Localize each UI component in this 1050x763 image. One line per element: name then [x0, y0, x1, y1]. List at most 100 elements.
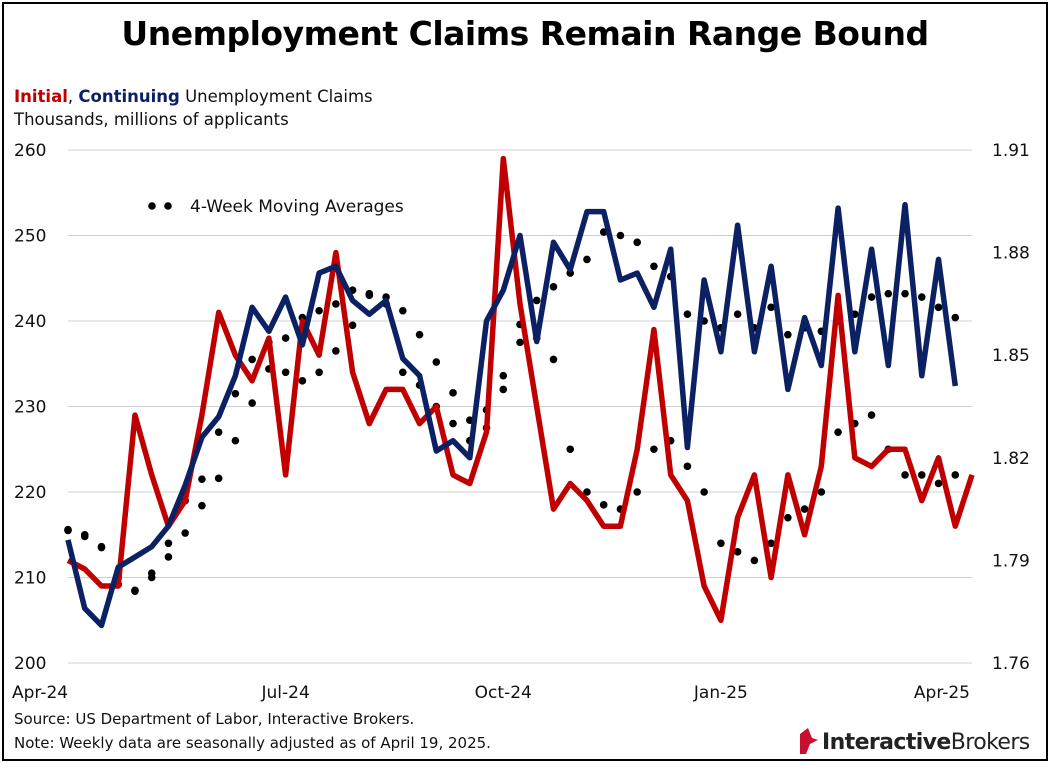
moving-average-point: [767, 303, 775, 312]
moving-average-point: [951, 313, 960, 322]
moving-average-point: [917, 471, 926, 479]
moving-average-point: [449, 419, 457, 428]
moving-average-point: [332, 347, 340, 355]
legend-label: 4-Week Moving Averages: [190, 197, 404, 217]
moving-average-point: [934, 479, 943, 488]
x-tick-label: Apr-24: [12, 683, 68, 703]
subtitle-initial: Initial: [14, 87, 68, 106]
moving-average-point: [901, 471, 909, 479]
moving-average-point: [298, 377, 307, 385]
moving-average-point: [281, 368, 290, 377]
y-right-tick-label: 1.79: [992, 551, 1030, 571]
moving-average-point: [566, 445, 575, 454]
moving-average-point: [733, 310, 742, 318]
moving-average-point: [633, 488, 641, 496]
moving-average-point: [633, 238, 641, 247]
moving-average-point: [867, 293, 876, 301]
series-group: [65, 201, 959, 629]
y-right-tick-label: 1.76: [992, 654, 1030, 674]
moving-average-point: [499, 371, 508, 380]
moving-average-point: [198, 501, 206, 510]
moving-average-point: [214, 428, 223, 436]
moving-average-point: [198, 475, 206, 483]
moving-average-point: [516, 338, 524, 347]
y-left-tick-label: 200: [14, 654, 46, 674]
moving-average-point: [767, 539, 775, 548]
moving-average-point: [784, 513, 792, 522]
logo-text-regular: Brokers: [950, 730, 1031, 755]
moving-average-point: [917, 293, 926, 301]
moving-average-point: [315, 306, 323, 315]
moving-average-point: [583, 488, 591, 496]
moving-average-point: [181, 529, 189, 537]
y-left-tick-label: 210: [14, 569, 46, 589]
chart-units: Thousands, millions of applicants: [14, 110, 289, 129]
moving-average-point: [583, 255, 591, 264]
moving-average-point: [934, 303, 943, 312]
moving-average-point: [281, 334, 290, 342]
moving-average-point: [97, 542, 106, 551]
moving-average-point: [532, 296, 541, 305]
chart-title: Unemployment Claims Remain Range Bound: [121, 14, 929, 53]
x-tick-label: Oct-24: [475, 683, 532, 703]
moving-average-point: [147, 573, 156, 582]
moving-average-point: [901, 289, 909, 298]
x-tick-label: Jul-24: [260, 683, 309, 703]
y-right-tick-label: 1.82: [992, 449, 1030, 469]
moving-average-point: [399, 306, 407, 315]
moving-average-point: [867, 411, 876, 419]
moving-average-point: [432, 358, 441, 366]
moving-average-point: [800, 505, 809, 513]
moving-average-point: [332, 300, 340, 308]
moving-average-point: [599, 501, 608, 509]
moving-average-point: [549, 283, 558, 291]
moving-average-point: [549, 355, 558, 364]
subtitle-separator: ,: [67, 87, 79, 106]
moving-average-point: [164, 539, 173, 548]
x-tick-label: Jan-25: [693, 683, 748, 703]
moving-average-point: [315, 368, 323, 377]
y-left-tick-label: 240: [14, 312, 46, 332]
moving-average-point: [784, 330, 792, 339]
continuing-claims-line: [65, 201, 959, 629]
moving-average-point: [683, 310, 692, 318]
logo-text-bold: Interactive: [822, 730, 951, 755]
y-right-tick-label: 1.85: [992, 346, 1030, 366]
moving-average-point: [884, 289, 893, 298]
moving-average-point: [700, 488, 708, 496]
moving-average-point: [733, 548, 742, 556]
moving-average-point: [834, 428, 842, 436]
y-right-tick-label: 1.91: [992, 141, 1030, 161]
moving-average-point: [231, 436, 240, 445]
moving-average-point: [616, 231, 625, 240]
moving-average-point: [64, 525, 72, 534]
moving-average-point: [365, 289, 374, 298]
y-left-tick-label: 230: [14, 398, 46, 418]
moving-average-point: [449, 389, 457, 397]
y-left-tick-label: 260: [14, 141, 46, 161]
moving-average-point: [164, 553, 173, 561]
moving-average-point: [951, 471, 960, 479]
moving-average-point: [348, 321, 357, 330]
moving-average-point: [817, 488, 826, 496]
claims-line-chart: 200 210 220 230 240 250 260 1.76 1.79 1.82 1.85 1.8…: [12, 141, 1030, 703]
subtitle-rest: Unemployment Claims: [179, 87, 373, 106]
interactive-brokers-logo: InteractiveBrokers: [798, 726, 1044, 758]
moving-average-point: [248, 355, 256, 364]
moving-average-point: [683, 462, 692, 471]
logo-mark-icon: [800, 728, 818, 754]
subtitle-continuing: Continuing: [78, 87, 180, 106]
moving-average-point: [131, 587, 139, 595]
moving-average-point: [399, 368, 407, 377]
moving-average-point: [415, 330, 424, 339]
legend-dot: [164, 202, 172, 210]
x-tick-label: Apr-25: [914, 683, 970, 703]
y-left-tick-label: 220: [14, 483, 46, 503]
data-note: Note: Weekly data are seasonally adjuste…: [14, 734, 491, 752]
moving-average-point: [650, 445, 658, 454]
moving-average-point: [750, 556, 759, 565]
y-left-tick-label: 250: [14, 227, 46, 247]
moving-average-point: [248, 399, 256, 407]
chart-subtitle: Initial, Continuing Unemployment Claims: [14, 87, 373, 106]
moving-average-point: [717, 539, 725, 548]
